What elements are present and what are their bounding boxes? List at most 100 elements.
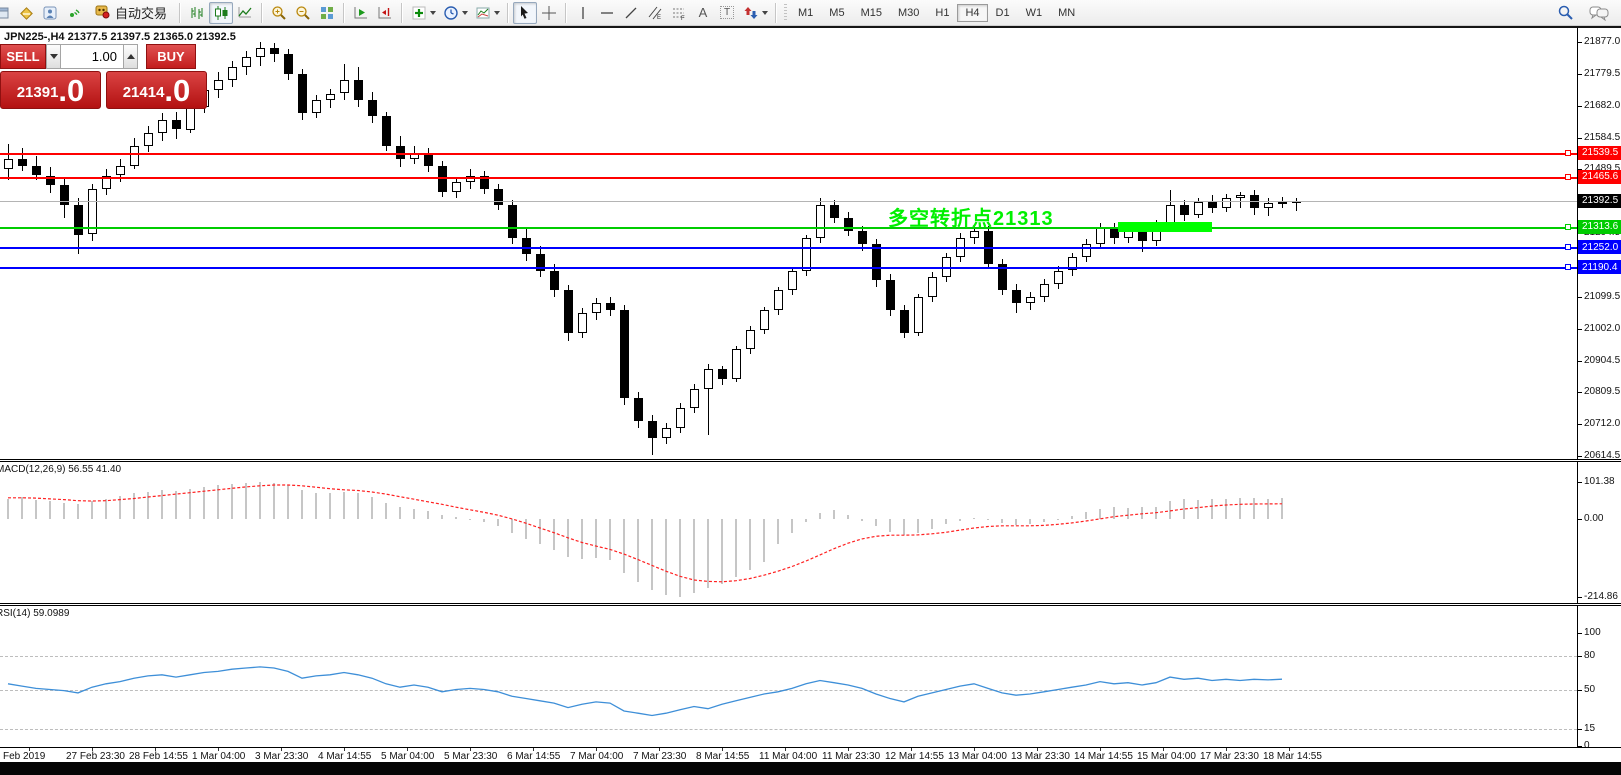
timeframe-button-h1[interactable]: H1 (927, 4, 957, 22)
macd-histogram-bar (189, 489, 191, 519)
macd-histogram-bar (581, 518, 583, 559)
axis-tick (1578, 137, 1582, 139)
chart-shift-icon[interactable] (373, 2, 397, 24)
candle (340, 80, 349, 94)
timeframe-button-h4[interactable]: H4 (957, 3, 988, 22)
line-chart-icon[interactable] (233, 2, 257, 24)
search-icon[interactable] (1553, 2, 1577, 24)
macd-histogram-bar (413, 508, 415, 519)
chart-title: JPN225-,H4 21377.5 21397.5 21365.0 21392… (4, 31, 236, 43)
timeframe-button-d1[interactable]: D1 (988, 4, 1018, 22)
macd-histogram-bar (553, 518, 555, 550)
text-label-icon[interactable]: T (715, 2, 739, 24)
price-chart-pane[interactable]: JPN225-,H4 21377.5 21397.5 21365.0 21392… (0, 28, 1577, 459)
axis-tick (1578, 597, 1582, 598)
fibonacci-icon[interactable]: F (667, 2, 691, 24)
macd-histogram-bar (945, 518, 947, 525)
time-axis-label: 4 Mar 14:55 (318, 751, 372, 762)
text-icon[interactable]: A (698, 5, 708, 20)
candle-wick (1296, 198, 1297, 212)
pane-separator[interactable] (0, 603, 1621, 606)
new-order-icon[interactable] (14, 2, 38, 24)
buy-price-button[interactable]: 21414.0 (106, 71, 207, 109)
arrows-button[interactable] (739, 2, 771, 24)
chart-annotation[interactable]: 多空转折点21313 (888, 208, 1054, 230)
axis-tick-label: 0.00 (1584, 512, 1604, 524)
autotrading-button[interactable]: 自动交易 (86, 2, 175, 24)
line-end-marker[interactable] (1565, 223, 1571, 230)
price-axis[interactable]: 21877.0 21779.5 21682.0 21584.5 21489.5 21392… (1577, 28, 1621, 762)
crosshair-button[interactable] (537, 2, 561, 24)
rsi-line (7, 666, 1283, 717)
autoscroll-icon[interactable] (349, 2, 373, 24)
candle (1054, 270, 1063, 284)
volume-decrease-button[interactable] (46, 44, 61, 69)
window-icon[interactable] (0, 2, 14, 24)
autotrading-icon (94, 3, 110, 22)
timeframe-button-w1[interactable]: W1 (1018, 4, 1051, 22)
timeframe-button-m15[interactable]: M15 (853, 4, 890, 22)
sell-price-button[interactable]: 21391.0 (0, 71, 101, 109)
time-axis-label: 28 Feb 14:55 (129, 751, 188, 762)
profile-icon[interactable] (38, 2, 62, 24)
macd-histogram-bar (861, 518, 863, 521)
candle (102, 175, 111, 189)
chevron-down-icon (429, 10, 436, 15)
volume-increase-button[interactable] (123, 44, 138, 69)
volume-input[interactable] (61, 44, 123, 69)
horizontal-level-line[interactable] (0, 267, 1577, 270)
horizontal-level-line[interactable] (0, 226, 1577, 229)
cursor-button[interactable] (513, 1, 538, 24)
bar-chart-icon[interactable] (185, 2, 209, 24)
chat-icon[interactable] (1587, 2, 1611, 24)
time-axis[interactable]: Feb 2019 27 Feb 23:30 28 Feb 14:55 1 Mar 04… (0, 747, 1621, 762)
signals-icon[interactable] (62, 2, 86, 24)
candle-wick (1240, 191, 1241, 209)
vertical-line-icon[interactable] (571, 2, 595, 24)
timeframe-button-m5[interactable]: M5 (821, 4, 852, 22)
axis-tick (1578, 655, 1582, 657)
time-axis-tick (407, 748, 408, 751)
trendline-icon[interactable] (619, 2, 643, 24)
rsi-level-line (0, 655, 1577, 657)
sell-price: 21391 (16, 84, 59, 101)
horizontal-level-line[interactable] (0, 247, 1577, 249)
candlestick-icon[interactable] (209, 1, 234, 24)
highlight-box[interactable] (1118, 221, 1212, 232)
tile-windows-icon[interactable] (315, 2, 339, 24)
rsi-level-line (0, 729, 1577, 730)
line-end-marker[interactable] (1565, 244, 1571, 250)
line-end-marker[interactable] (1565, 264, 1571, 271)
time-axis-tick (911, 748, 912, 751)
line-end-marker[interactable] (1565, 173, 1571, 180)
line-end-marker[interactable] (1565, 149, 1571, 156)
macd-histogram-bar (1225, 499, 1227, 519)
buy-price: 21414 (122, 84, 165, 101)
zoom-in-icon[interactable] (267, 2, 291, 24)
timeframe-button-m1[interactable]: M1 (790, 4, 821, 22)
candle (284, 54, 293, 74)
candle (536, 254, 545, 271)
current-price-line (0, 200, 1577, 202)
horizontal-level-line[interactable] (0, 152, 1577, 155)
macd-pane[interactable]: MACD(12,26,9) 56.55 41.40 (0, 462, 1577, 603)
axis-tick (1578, 360, 1582, 362)
macd-histogram-bar (119, 496, 121, 519)
macd-histogram-bar (609, 518, 611, 560)
rsi-pane[interactable]: RSI(14) 59.0989 (0, 606, 1577, 747)
macd-histogram-bar (1211, 498, 1213, 519)
zoom-out-icon[interactable] (291, 2, 315, 24)
macd-histogram-bar (1253, 498, 1255, 519)
horizontal-line-icon[interactable] (595, 2, 619, 24)
horizontal-level-line[interactable] (0, 176, 1577, 179)
timeframe-button-m30[interactable]: M30 (890, 4, 927, 22)
buy-button[interactable]: BUY (146, 44, 196, 69)
templates-button[interactable] (471, 2, 503, 24)
pane-separator[interactable] (0, 459, 1621, 462)
channel-icon[interactable]: E (643, 2, 667, 24)
periods-button[interactable] (439, 2, 471, 24)
sell-button[interactable]: SELL (0, 44, 46, 69)
timeframe-button-mn[interactable]: MN (1050, 4, 1083, 22)
indicators-button[interactable] (407, 2, 439, 24)
candle (872, 244, 881, 281)
